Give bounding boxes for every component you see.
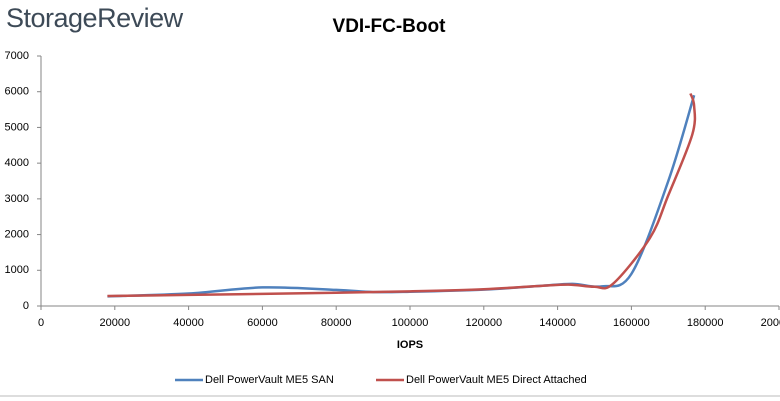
x-tick-label: 180000 (687, 317, 724, 329)
legend-label: Dell PowerVault ME5 Direct Attached (406, 374, 587, 386)
series-line (107, 94, 696, 298)
x-tick-label: 0 (38, 317, 44, 329)
x-tick-label: 60000 (247, 317, 278, 329)
x-tick-label: 20000 (100, 317, 131, 329)
x-tick-label: 100000 (392, 317, 429, 329)
x-tick-label: 200000 (761, 317, 780, 329)
x-tick-label: 80000 (321, 317, 352, 329)
y-tick-label: 3000 (5, 193, 29, 205)
y-tick-label: 4000 (5, 157, 29, 169)
y-tick-label: 0 (23, 300, 29, 312)
x-axis-label: IOPS (397, 339, 423, 351)
series-line (107, 93, 697, 298)
x-tick-label: 160000 (613, 317, 650, 329)
legend-label: Dell PowerVault ME5 SAN (205, 374, 334, 386)
y-tick-label: 6000 (5, 86, 29, 98)
brand-logo: StorageReview (6, 3, 184, 33)
y-tick-label: 7000 (5, 50, 29, 62)
x-tick-label: 40000 (173, 317, 204, 329)
x-tick-label: 140000 (539, 317, 576, 329)
y-tick-label: 1000 (5, 264, 29, 276)
y-tick-label: 2000 (5, 228, 29, 240)
x-tick-label: 120000 (465, 317, 502, 329)
y-tick-label: 5000 (5, 121, 29, 133)
chart-title: VDI-FC-Boot (333, 16, 447, 37)
